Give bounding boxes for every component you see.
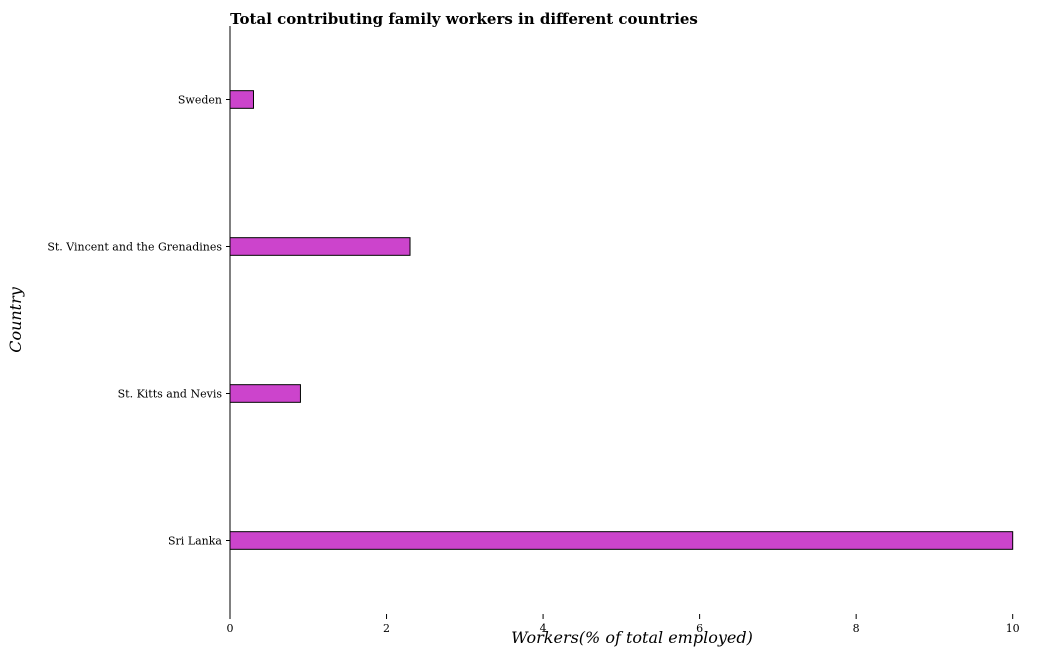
bar-sweden bbox=[229, 90, 254, 109]
x-tick-label: 0 bbox=[227, 622, 234, 635]
x-tick-label: 8 bbox=[853, 622, 860, 635]
x-tick-labels: 0 2 4 6 8 10 bbox=[227, 614, 1020, 635]
x-tick-label: 4 bbox=[540, 622, 547, 635]
y-tick-label: St. Vincent and the Grenadines bbox=[47, 241, 222, 254]
bars-group bbox=[229, 90, 1014, 550]
x-tick-label: 2 bbox=[383, 622, 390, 635]
y-tick-label: Sweden bbox=[178, 94, 222, 107]
bar-st-kitts-and-nevis bbox=[229, 384, 301, 403]
y-tick-label: St. Kitts and Nevis bbox=[118, 388, 223, 401]
chart-title: Total contributing family workers in dif… bbox=[230, 10, 698, 28]
x-tick-label: 6 bbox=[696, 622, 703, 635]
y-axis-title: Country bbox=[6, 286, 25, 353]
bar-sri-lanka bbox=[229, 531, 1014, 550]
y-tick-labels: Sri Lanka St. Kitts and Nevis St. Vincent … bbox=[47, 94, 230, 548]
x-axis-title: Workers(% of total employed) bbox=[511, 628, 753, 647]
y-tick-label: Sri Lanka bbox=[168, 535, 222, 548]
x-tick-label: 10 bbox=[1006, 622, 1020, 635]
bar-st-vincent-and-the-grenadines bbox=[229, 237, 411, 256]
